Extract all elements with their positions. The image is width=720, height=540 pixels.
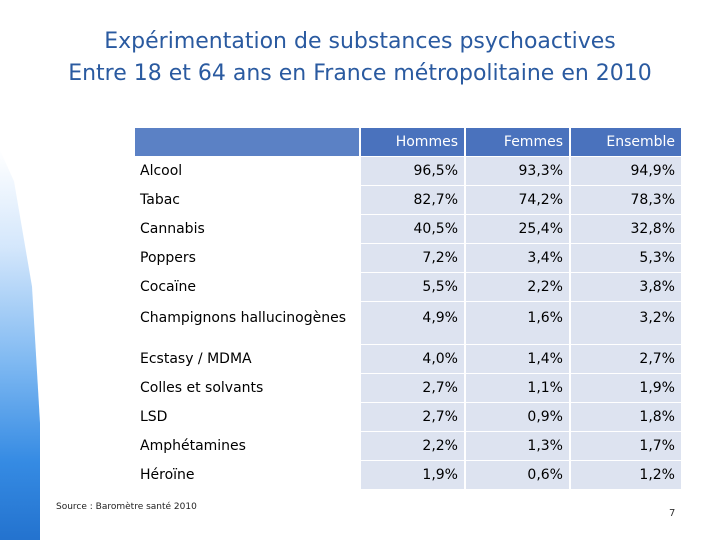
decorative-gradient-accent bbox=[0, 150, 40, 540]
cell-femmes: 2,2% bbox=[464, 272, 570, 302]
cell-ensemble: 2,7% bbox=[569, 344, 681, 374]
row-label: Cannabis bbox=[135, 214, 360, 244]
header-hommes: Hommes bbox=[359, 128, 465, 157]
cell-femmes: 74,2% bbox=[464, 185, 570, 215]
table-header-row: Hommes Femmes Ensemble bbox=[135, 128, 681, 157]
source-note: Source : Baromètre santé 2010 bbox=[56, 502, 197, 512]
slide-title: Expérimentation de substances psychoacti… bbox=[0, 26, 720, 90]
cell-hommes: 4,0% bbox=[359, 344, 465, 374]
table-row: Champignons hallucinogènes 4,9% 1,6% 3,2… bbox=[135, 301, 681, 345]
cell-femmes: 93,3% bbox=[464, 156, 570, 186]
cell-femmes: 1,1% bbox=[464, 373, 570, 403]
table-row: Ecstasy / MDMA 4,0% 1,4% 2,7% bbox=[135, 344, 681, 374]
row-label: Colles et solvants bbox=[135, 373, 360, 403]
cell-hommes: 2,2% bbox=[359, 431, 465, 461]
cell-femmes: 25,4% bbox=[464, 214, 570, 244]
cell-ensemble: 1,9% bbox=[569, 373, 681, 403]
row-label: Poppers bbox=[135, 243, 360, 273]
table-row: Cocaïne 5,5% 2,2% 3,8% bbox=[135, 272, 681, 302]
cell-hommes: 96,5% bbox=[359, 156, 465, 186]
cell-femmes: 1,3% bbox=[464, 431, 570, 461]
title-line-1: Expérimentation de substances psychoacti… bbox=[104, 29, 616, 54]
cell-femmes: 3,4% bbox=[464, 243, 570, 273]
cell-hommes: 2,7% bbox=[359, 402, 465, 432]
table-row: Amphétamines 2,2% 1,3% 1,7% bbox=[135, 431, 681, 461]
row-label: LSD bbox=[135, 402, 360, 432]
cell-femmes: 0,9% bbox=[464, 402, 570, 432]
header-femmes: Femmes bbox=[464, 128, 570, 157]
cell-hommes: 2,7% bbox=[359, 373, 465, 403]
row-label: Champignons hallucinogènes bbox=[135, 301, 360, 345]
table-row: Cannabis 40,5% 25,4% 32,8% bbox=[135, 214, 681, 244]
cell-hommes: 5,5% bbox=[359, 272, 465, 302]
table-row: Alcool 96,5% 93,3% 94,9% bbox=[135, 156, 681, 186]
row-label: Héroïne bbox=[135, 460, 360, 489]
page-number: 7 bbox=[669, 508, 676, 519]
cell-ensemble: 3,2% bbox=[569, 301, 681, 345]
header-blank-cell bbox=[135, 128, 360, 157]
substance-table: Hommes Femmes Ensemble Alcool 96,5% 93,3… bbox=[135, 128, 681, 489]
cell-ensemble: 94,9% bbox=[569, 156, 681, 186]
cell-femmes: 1,6% bbox=[464, 301, 570, 345]
table-row: Tabac 82,7% 74,2% 78,3% bbox=[135, 185, 681, 215]
table-row: Colles et solvants 2,7% 1,1% 1,9% bbox=[135, 373, 681, 403]
cell-femmes: 0,6% bbox=[464, 460, 570, 489]
cell-hommes: 82,7% bbox=[359, 185, 465, 215]
cell-ensemble: 32,8% bbox=[569, 214, 681, 244]
title-line-2: Entre 18 et 64 ans en France métropolita… bbox=[68, 61, 652, 86]
cell-hommes: 1,9% bbox=[359, 460, 465, 489]
header-ensemble: Ensemble bbox=[569, 128, 681, 157]
cell-hommes: 40,5% bbox=[359, 214, 465, 244]
row-label: Tabac bbox=[135, 185, 360, 215]
cell-ensemble: 1,8% bbox=[569, 402, 681, 432]
cell-hommes: 4,9% bbox=[359, 301, 465, 345]
row-label: Alcool bbox=[135, 156, 360, 186]
cell-hommes: 7,2% bbox=[359, 243, 465, 273]
table-row: LSD 2,7% 0,9% 1,8% bbox=[135, 402, 681, 432]
cell-ensemble: 3,8% bbox=[569, 272, 681, 302]
row-label: Amphétamines bbox=[135, 431, 360, 461]
row-label: Ecstasy / MDMA bbox=[135, 344, 360, 374]
cell-ensemble: 1,2% bbox=[569, 460, 681, 489]
cell-ensemble: 78,3% bbox=[569, 185, 681, 215]
table-row: Héroïne 1,9% 0,6% 1,2% bbox=[135, 460, 681, 489]
row-label: Cocaïne bbox=[135, 272, 360, 302]
table-row: Poppers 7,2% 3,4% 5,3% bbox=[135, 243, 681, 273]
cell-ensemble: 1,7% bbox=[569, 431, 681, 461]
cell-femmes: 1,4% bbox=[464, 344, 570, 374]
cell-ensemble: 5,3% bbox=[569, 243, 681, 273]
